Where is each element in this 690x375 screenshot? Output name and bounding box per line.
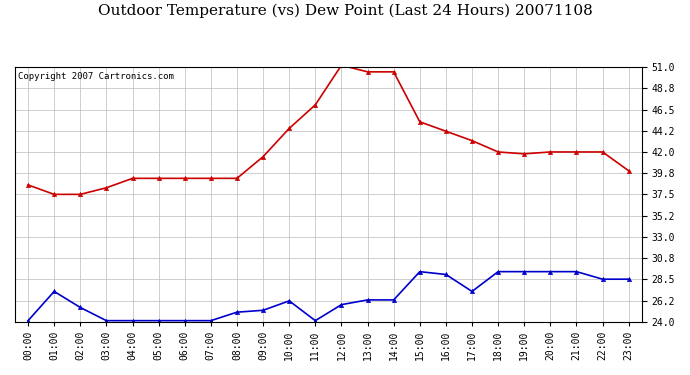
Text: Outdoor Temperature (vs) Dew Point (Last 24 Hours) 20071108: Outdoor Temperature (vs) Dew Point (Last… [97,4,593,18]
Text: Copyright 2007 Cartronics.com: Copyright 2007 Cartronics.com [18,72,174,81]
